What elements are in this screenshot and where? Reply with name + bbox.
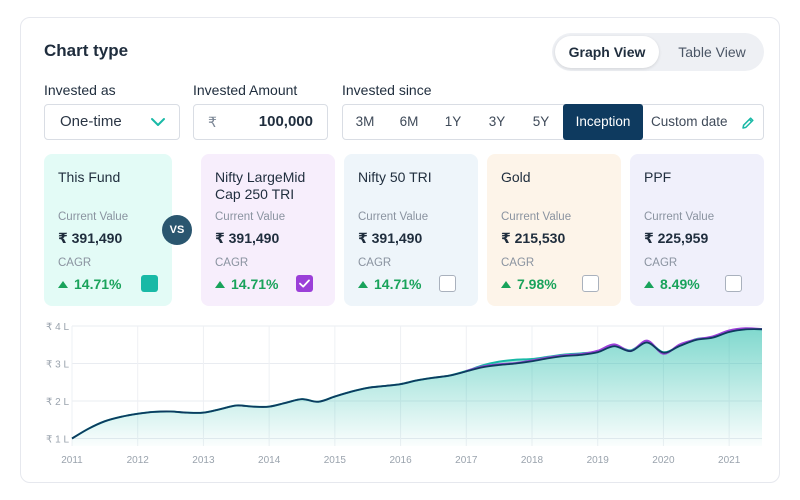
x-tick-label: 2021 xyxy=(718,455,741,466)
period-6m[interactable]: 6M xyxy=(399,114,419,129)
period-selector: 3M 6M 1Y 3Y 5Y Inception Custom date xyxy=(342,104,764,140)
period-3m[interactable]: 3M xyxy=(355,114,375,129)
current-value: ₹ 225,959 xyxy=(644,230,709,246)
up-triangle-icon xyxy=(215,281,225,288)
period-custom-date[interactable]: Custom date xyxy=(651,105,755,139)
fund-card-this-fund[interactable]: This Fund Current Value ₹ 391,490 CAGR 1… xyxy=(44,154,172,306)
y-axis: ₹ 1 L ₹ 2 L ₹ 3 L ₹ 4 L xyxy=(46,322,69,446)
fund-card-gold[interactable]: Gold Current Value ₹ 215,530 CAGR 7.98% xyxy=(487,154,621,306)
invested-as-label: Invested as xyxy=(44,82,116,98)
fund-card-nifty-largemid[interactable]: Nifty LargeMid Cap 250 TRI Current Value… xyxy=(201,154,335,306)
invested-amount-input[interactable]: ₹ 100,000 xyxy=(193,104,328,140)
current-value-label: Current Value xyxy=(644,211,715,223)
current-value: ₹ 391,490 xyxy=(358,230,423,246)
y-tick-label: ₹ 4 L xyxy=(46,322,69,333)
x-tick-label: 2015 xyxy=(324,455,347,466)
this-fund-area xyxy=(72,328,762,446)
compare-checkbox[interactable] xyxy=(296,275,313,292)
pencil-icon xyxy=(742,117,754,129)
fund-card-ppf[interactable]: PPF Current Value ₹ 225,959 CAGR 8.49% xyxy=(630,154,764,306)
cagr-label: CAGR xyxy=(501,257,535,269)
cagr-value: 8.49% xyxy=(644,276,700,292)
invested-amount-label: Invested Amount xyxy=(193,82,298,98)
series-color-swatch xyxy=(141,275,158,292)
x-axis: 2011 2012 2013 2014 2015 2016 2017 2018 2019 2020… xyxy=(61,455,740,466)
period-3y[interactable]: 3Y xyxy=(488,114,506,129)
cagr-value: 14.71% xyxy=(58,276,121,292)
compare-checkbox[interactable] xyxy=(582,275,599,292)
table-view-button[interactable]: Table View xyxy=(678,44,746,60)
custom-date-label: Custom date xyxy=(651,114,728,129)
nifty-50-line xyxy=(71,328,763,440)
cagr-label: CAGR xyxy=(644,257,678,269)
up-triangle-icon xyxy=(58,281,68,288)
up-triangle-icon xyxy=(644,281,654,288)
x-tick-label: 2014 xyxy=(258,455,281,466)
x-tick-label: 2013 xyxy=(192,455,215,466)
x-tick-label: 2017 xyxy=(455,455,478,466)
x-tick-label: 2012 xyxy=(127,455,150,466)
x-tick-label: 2020 xyxy=(652,455,675,466)
x-tick-label: 2016 xyxy=(389,455,412,466)
period-5y[interactable]: 5Y xyxy=(532,114,550,129)
view-toggle: Graph View Table View xyxy=(552,33,764,71)
x-tick-label: 2018 xyxy=(521,455,544,466)
period-1y[interactable]: 1Y xyxy=(444,114,462,129)
compare-checkbox[interactable] xyxy=(725,275,742,292)
current-value: ₹ 215,530 xyxy=(501,230,566,246)
y-tick-label: ₹ 2 L xyxy=(46,397,69,408)
up-triangle-icon xyxy=(358,281,368,288)
invested-as-select[interactable]: One-time xyxy=(44,104,180,140)
fund-name: Gold xyxy=(501,169,531,185)
y-tick-label: ₹ 1 L xyxy=(46,435,69,446)
current-value: ₹ 391,490 xyxy=(215,230,280,246)
cagr-value: 7.98% xyxy=(501,276,557,292)
chart-lines xyxy=(71,327,763,440)
invested-since-label: Invested since xyxy=(342,82,432,98)
x-tick-label: 2019 xyxy=(587,455,610,466)
vs-badge: VS xyxy=(162,215,192,245)
fund-name: Nifty LargeMid Cap 250 TRI xyxy=(215,169,306,202)
up-triangle-icon xyxy=(501,281,511,288)
compare-checkbox[interactable] xyxy=(439,275,456,292)
cagr-text: 8.49% xyxy=(660,276,700,292)
current-value-label: Current Value xyxy=(501,211,572,223)
cagr-label: CAGR xyxy=(58,257,92,269)
current-value-label: Current Value xyxy=(58,211,129,223)
y-tick-label: ₹ 3 L xyxy=(46,360,69,371)
fund-card-nifty-50[interactable]: Nifty 50 TRI Current Value ₹ 391,490 CAG… xyxy=(344,154,478,306)
fund-name: This Fund xyxy=(58,169,121,185)
current-value-label: Current Value xyxy=(358,211,429,223)
page-title: Chart type xyxy=(44,41,129,60)
invested-as-value: One-time xyxy=(60,113,122,130)
x-tick-label: 2011 xyxy=(61,455,83,466)
cagr-label: CAGR xyxy=(358,257,392,269)
cagr-text: 14.71% xyxy=(231,276,279,292)
cagr-text: 14.71% xyxy=(74,276,122,292)
current-value: ₹ 391,490 xyxy=(58,230,123,246)
cagr-text: 14.71% xyxy=(374,276,422,292)
period-inception[interactable]: Inception xyxy=(563,104,643,140)
graph-view-button[interactable]: Graph View xyxy=(555,36,659,68)
checkmark-icon xyxy=(299,279,310,288)
invested-amount-value: 100,000 xyxy=(258,113,313,130)
current-value-label: Current Value xyxy=(215,211,286,223)
currency-symbol: ₹ xyxy=(208,114,217,130)
cagr-label: CAGR xyxy=(215,257,249,269)
fund-name: PPF xyxy=(644,169,672,185)
chevron-down-icon xyxy=(151,118,165,126)
cagr-value: 14.71% xyxy=(358,276,421,292)
cagr-text: 7.98% xyxy=(517,276,557,292)
chart-area xyxy=(72,328,762,446)
fund-name: Nifty 50 TRI xyxy=(358,169,432,185)
cagr-value: 14.71% xyxy=(215,276,278,292)
